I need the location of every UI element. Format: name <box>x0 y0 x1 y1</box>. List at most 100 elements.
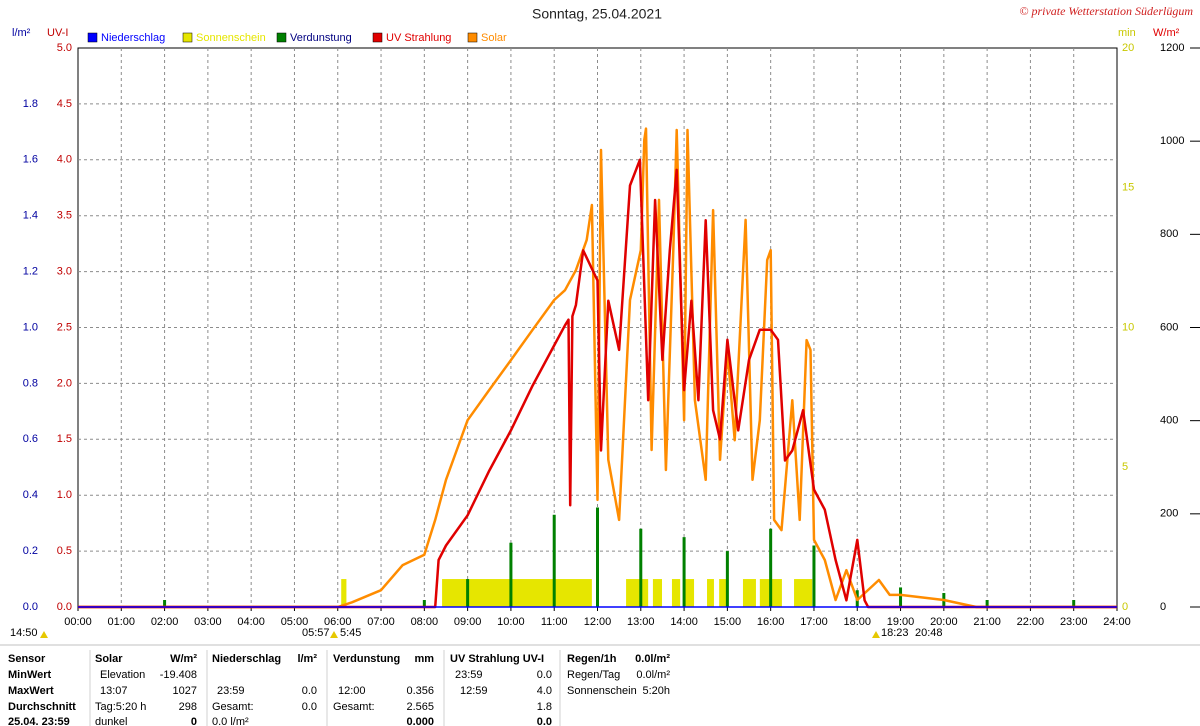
table-cell: 5:20h <box>642 685 670 697</box>
sunshine-bar <box>671 579 681 607</box>
x-tick-label: 16:00 <box>757 616 785 628</box>
y-tick-label: 3.5 <box>57 210 72 222</box>
table-cell: -19.408 <box>160 669 197 681</box>
table-cell: 0 <box>191 716 197 726</box>
sun-icon <box>872 631 880 638</box>
y-tick-label: 600 <box>1160 321 1178 333</box>
legend-label: Sonnenschein <box>196 32 266 44</box>
sunshine-bar <box>707 579 714 607</box>
x-tick-label: 23:00 <box>1060 616 1088 628</box>
table-cell: Regen/1h <box>567 653 617 665</box>
y-tick-label: 1.5 <box>57 433 72 445</box>
x-tick-label: 03:00 <box>194 616 222 628</box>
table-cell: Verdunstung <box>333 653 400 665</box>
y-tick-label: 2.5 <box>57 321 72 333</box>
x-tick-label: 20:00 <box>930 616 958 628</box>
x-tick-label: 08:00 <box>411 616 439 628</box>
sunshine-bar <box>341 579 347 607</box>
y-tick-label: 3.0 <box>57 266 72 278</box>
x-tick-label: 21:00 <box>973 616 1001 628</box>
table-cell: 1027 <box>173 685 197 697</box>
evaporation-bar <box>899 587 903 607</box>
y-tick-label: 0 <box>1160 601 1166 613</box>
table-cell: 0.0 <box>537 669 552 681</box>
evaporation-bar <box>985 600 989 607</box>
evaporation-bar <box>509 542 513 607</box>
table-cell: 23:59 <box>217 685 245 697</box>
x-tick-label: 00:00 <box>64 616 92 628</box>
table-cell: dunkel <box>95 716 127 726</box>
table-cell: 13:07 <box>100 685 128 697</box>
table-cell: 0.0 l/m² <box>212 716 249 726</box>
x-tick-label: 07:00 <box>367 616 395 628</box>
y-tick-label: 1.2 <box>23 266 38 278</box>
y-tick-label: 15 <box>1122 182 1134 194</box>
axis-title: min <box>1118 27 1136 39</box>
table-cell: Niederschlag <box>212 653 281 665</box>
y-tick-label: 200 <box>1160 508 1178 520</box>
y-tick-label: 0.4 <box>23 489 38 501</box>
y-tick-label: 20 <box>1122 42 1134 54</box>
table-cell: Durchschnitt <box>8 701 76 713</box>
series-line <box>78 158 1117 609</box>
time-annotation: 05:57 <box>302 627 330 639</box>
y-tick-label: 0.0 <box>23 601 38 613</box>
evaporation-bar <box>769 528 773 607</box>
time-annotation: 18:23 <box>881 627 909 639</box>
table-cell: Gesamt: <box>212 701 254 713</box>
table-cell: Regen/Tag <box>567 669 620 681</box>
y-tick-label: 5 <box>1122 461 1128 473</box>
x-tick-label: 11:00 <box>541 616 568 628</box>
evaporation-bar <box>422 600 426 607</box>
y-tick-label: 2.0 <box>57 377 72 389</box>
legend-label: Verdunstung <box>290 32 352 44</box>
table-cell: Sonnenschein <box>567 685 637 697</box>
y-tick-label: 4.0 <box>57 154 72 166</box>
evaporation-bar <box>639 528 643 607</box>
evaporation-bar <box>163 600 167 607</box>
x-tick-label: 06:00 <box>324 616 352 628</box>
legend-swatch <box>182 32 193 43</box>
evaporation-bar <box>725 551 729 607</box>
x-tick-label: 19:00 <box>887 616 915 628</box>
table-cell: 0.356 <box>406 685 434 697</box>
chart-title: Sonntag, 25.04.2021 <box>532 6 662 22</box>
legend-swatch <box>372 32 383 43</box>
evaporation-bar <box>812 545 816 607</box>
y-tick-label: 0.8 <box>23 377 38 389</box>
copyright: © private Wetterstation Süderlügum <box>1019 4 1193 18</box>
y-tick-label: 1200 <box>1160 42 1184 54</box>
table-cell: 12:59 <box>460 685 488 697</box>
y-tick-label: 1.4 <box>23 210 38 222</box>
y-tick-label: 1000 <box>1160 135 1184 147</box>
time-annotation: 20:48 <box>915 627 943 639</box>
table-cell: MaxWert <box>8 685 54 697</box>
sun-icon <box>330 631 338 638</box>
table-cell: UV Strahlung UV-I <box>450 653 544 665</box>
legend-swatch <box>467 32 478 43</box>
table-cell: 0.0l/m² <box>636 669 670 681</box>
y-tick-label: 400 <box>1160 415 1178 427</box>
x-tick-label: 17:00 <box>800 616 828 628</box>
sunshine-bar <box>626 579 649 607</box>
table-cell: Solar <box>95 653 123 665</box>
x-tick-label: 10:00 <box>497 616 525 628</box>
table-cell: 0.0 <box>302 685 317 697</box>
evaporation-bar <box>1072 600 1076 607</box>
table-cell: W/m² <box>170 653 197 665</box>
axis-title: W/m² <box>1153 27 1180 39</box>
x-tick-label: 02:00 <box>151 616 179 628</box>
legend-label: UV Strahlung <box>386 32 451 44</box>
x-tick-label: 22:00 <box>1017 616 1045 628</box>
table-cell: 0.0l/m² <box>635 653 670 665</box>
evaporation-bar <box>552 514 556 607</box>
y-tick-label: 0 <box>1122 601 1128 613</box>
sunshine-bar <box>742 579 756 607</box>
x-tick-label: 14:00 <box>670 616 698 628</box>
y-tick-label: 0.6 <box>23 433 38 445</box>
y-tick-label: 0.5 <box>57 545 72 557</box>
sunshine-bar <box>442 579 592 607</box>
x-tick-label: 13:00 <box>627 616 655 628</box>
x-tick-label: 24:00 <box>1103 616 1131 628</box>
